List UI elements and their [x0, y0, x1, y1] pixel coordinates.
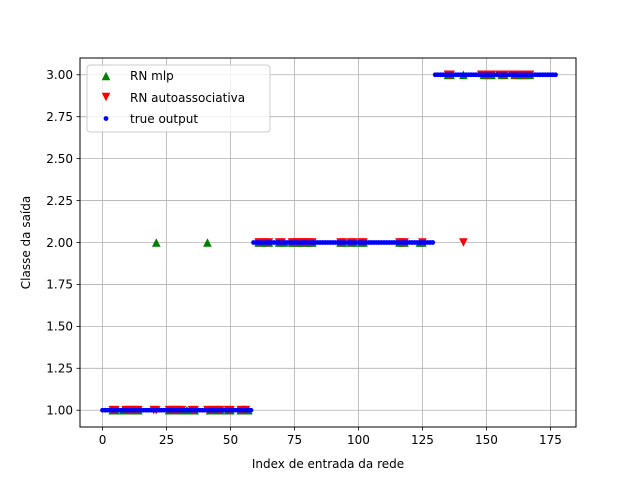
legend: RN mlp RN autoassociativa true output	[86, 64, 271, 133]
legend-box	[86, 64, 271, 133]
y-tick-label: 1.75	[46, 278, 73, 292]
true-output-point	[553, 72, 558, 78]
y-tick-label: 2.00	[46, 236, 73, 250]
rn-mlp-point	[151, 238, 161, 247]
legend-marker-rn-autoassociativa	[101, 92, 111, 102]
legend-label-rn-mlp: RN mlp	[130, 69, 174, 83]
y-tick-label: 1.00	[46, 404, 73, 418]
y-tick-label: 3.00	[46, 68, 73, 82]
axis-ticks: 0 25 50 75 100 125 150 175 1.00 1.25 1.50 1.75 2.00 2…	[46, 68, 562, 447]
legend-markers	[101, 71, 111, 121]
y-axis-label: Classe da saída	[19, 196, 33, 289]
data-points	[100, 70, 558, 415]
y-tick-label: 2.25	[46, 194, 73, 208]
legend-marker-rn-mlp	[101, 71, 111, 81]
y-tick-label: 1.50	[46, 320, 73, 334]
legend-label-true-output: true output	[130, 112, 198, 126]
x-tick-label: 75	[287, 433, 302, 447]
true-output-point	[248, 407, 254, 413]
rn-mlp-point	[203, 238, 212, 247]
x-tick-label: 100	[347, 433, 370, 447]
x-tick-label: 0	[99, 433, 107, 447]
x-tick-label: 125	[411, 433, 434, 447]
true-output-point	[430, 240, 436, 245]
legend-marker-true-output	[103, 116, 109, 121]
y-tick-label: 2.50	[46, 152, 73, 166]
legend-label-rn-autoassociativa: RN autoassociativa	[130, 91, 245, 105]
y-tick-label: 1.25	[46, 362, 73, 376]
x-tick-label: 25	[159, 433, 174, 447]
x-tick-label: 50	[223, 433, 238, 447]
x-axis-label: Index de entrada da rede	[252, 457, 404, 471]
y-tick-label: 2.75	[46, 110, 73, 124]
x-tick-label: 150	[475, 433, 498, 447]
rn-autoassociativa-point	[459, 238, 468, 247]
x-tick-label: 175	[539, 433, 562, 447]
